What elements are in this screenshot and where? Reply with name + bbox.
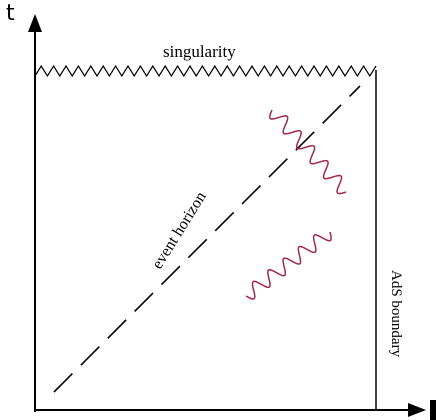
- t-axis-label: t: [6, 1, 15, 26]
- event-horizon-label: event horizon: [149, 189, 210, 272]
- wave-upper-right: [268, 109, 347, 195]
- singularity-zigzag: [34, 64, 377, 78]
- wave-lower: [245, 231, 332, 300]
- horizontal-axis-cut-label: [430, 400, 436, 420]
- t-axis-arrowhead: [28, 14, 42, 32]
- event-horizon-line: [53, 85, 361, 393]
- horizontal-axis-arrowhead: [408, 403, 426, 417]
- singularity-label: singularity: [163, 42, 236, 61]
- ads-boundary-label: AdS boundary: [388, 270, 404, 358]
